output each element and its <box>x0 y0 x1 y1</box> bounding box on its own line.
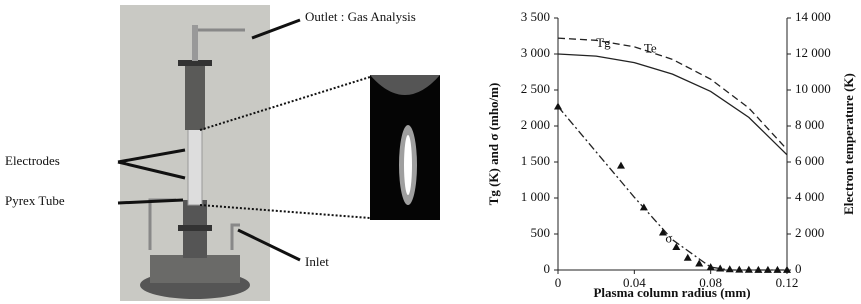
x-tick-label: 0.04 <box>623 275 646 290</box>
y2-tick-label: 6 000 <box>795 153 824 168</box>
y2-tick-label: 14 000 <box>795 9 831 24</box>
y2-tick-label: 8 000 <box>795 117 824 132</box>
data-point <box>707 263 715 270</box>
plasma-core <box>404 135 412 195</box>
photo-label: Inlet <box>305 254 329 269</box>
y-tick-label: 1 000 <box>521 189 550 204</box>
series-line <box>558 38 787 149</box>
data-point <box>745 266 753 273</box>
pyrex-tube <box>188 120 202 205</box>
photo-label: Electrodes <box>5 153 60 168</box>
data-point <box>684 254 692 261</box>
y2-tick-label: 2 000 <box>795 225 824 240</box>
data-point <box>783 266 791 273</box>
series-label: Tg <box>596 35 611 50</box>
photo-label: Pyrex Tube <box>5 193 65 208</box>
data-point <box>554 103 562 110</box>
y2-axis-title: Electron temperature (K) <box>841 73 856 215</box>
photo: Outlet : Gas Analysis Electrodes Pyrex T… <box>5 5 440 301</box>
y-tick-label: 500 <box>531 225 551 240</box>
photo-label: Outlet : Gas Analysis <box>305 9 416 24</box>
electrode <box>185 60 205 130</box>
x-tick-label: 0 <box>555 275 562 290</box>
y-tick-label: 1 500 <box>521 153 550 168</box>
y-tick-label: 0 <box>544 261 551 276</box>
data-point <box>617 162 625 169</box>
data-point <box>726 265 734 272</box>
page: {"photo": {"labels": ["Outlet : Gas Anal… <box>0 0 861 304</box>
y-tick-label: 2 500 <box>521 81 550 96</box>
y-tick-label: 3 500 <box>521 9 550 24</box>
y2-tick-label: 4 000 <box>795 189 824 204</box>
x-axis-title: Plasma column radius (mm) <box>593 285 750 300</box>
y-tick-label: 2 000 <box>521 117 550 132</box>
base <box>150 255 240 283</box>
series-label: Te <box>644 40 657 55</box>
series-line <box>558 107 787 270</box>
series-line <box>558 54 787 155</box>
figure: Outlet : Gas Analysis Electrodes Pyrex T… <box>0 0 861 304</box>
outlet-pipe <box>192 25 198 61</box>
x-tick-label: 0.12 <box>776 275 799 290</box>
x-tick-label: 0.08 <box>699 275 722 290</box>
y2-tick-label: 0 <box>795 261 802 276</box>
flange <box>178 225 212 231</box>
y2-tick-label: 12 000 <box>795 45 831 60</box>
y-axis-title: Tg (K) and σ (mho/m) <box>486 83 501 206</box>
data-point <box>735 266 743 273</box>
y-tick-label: 3 000 <box>521 45 550 60</box>
series-label: σ <box>665 231 672 246</box>
y2-tick-label: 10 000 <box>795 81 831 96</box>
